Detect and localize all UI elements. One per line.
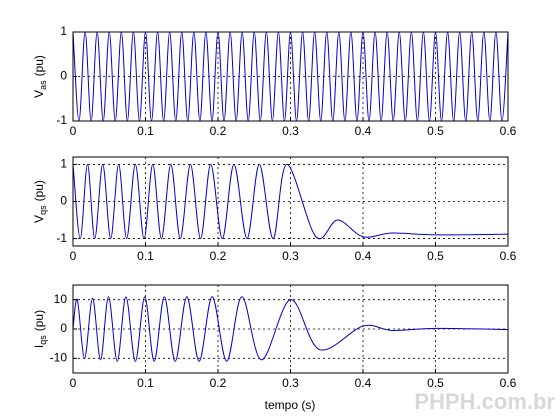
x-tick-label: 0.5 [427,124,444,138]
x-tick-label: 0.3 [282,376,299,390]
signal-line [72,296,509,362]
x-tick-label: 0.5 [427,376,444,390]
y-tick-label: -10 [50,351,68,365]
y-axis-label: Vqs (pu) [32,180,48,223]
x-tick-label: 0.4 [355,249,372,263]
x-tick-label: 0.6 [500,249,517,263]
y-label-sub: qs [38,335,48,345]
y-tick-label: -1 [56,113,67,127]
y-tick-label: 1 [60,157,67,171]
plot-border [72,156,509,247]
plot-border [72,284,509,374]
y-label-sub: as [38,80,48,90]
signal-line [72,163,509,240]
y-tick-label: 1 [60,24,67,38]
x-tick-label: 0.1 [137,376,154,390]
y-axis-label-text: Vas (pu) [32,55,48,98]
x-tick-label: 0.3 [282,124,299,138]
y-label-main: I [32,345,46,348]
y-tick-label: 0 [60,194,67,208]
y-tick-label: -1 [56,231,67,245]
y-axis-label: Vas (pu) [32,55,48,98]
x-tick-label: 0.4 [355,124,372,138]
plot-border [72,31,509,122]
x-tick-label: 0.3 [282,249,299,263]
y-tick-label: 10 [54,292,68,306]
x-axis-label: tempo (s) [265,398,316,412]
y-tick-label: 0 [60,321,67,335]
y-label-sub: qs [38,205,48,215]
x-tick-label: 0 [70,376,77,390]
x-tick-label: 0.2 [210,376,227,390]
plot-area [72,31,509,122]
y-label-main: V [32,90,46,98]
x-tick-label: 0.6 [500,124,517,138]
x-tick-label: 0.4 [355,376,372,390]
x-tick-label: 0 [70,249,77,263]
y-axis-label: Iqs (pu) [32,310,48,348]
y-axis-label-text: Vqs (pu) [32,180,48,223]
x-tick-label: 0.5 [427,249,444,263]
x-tick-label: 0.2 [210,249,227,263]
y-tick-label: 0 [60,69,67,83]
y-label-main: V [32,215,46,223]
y-label-unit: (pu) [32,55,46,76]
y-label-unit: (pu) [32,310,46,331]
x-tick-label: 0.2 [210,124,227,138]
y-label-unit: (pu) [32,180,46,201]
x-tick-label: 0.6 [500,376,517,390]
y-axis-label-text: Iqs (pu) [32,310,48,348]
watermark: PHPH.com.br [414,389,555,414]
x-tick-label: 0.1 [137,124,154,138]
x-tick-label: 0.1 [137,249,154,263]
x-tick-label: 0 [70,124,77,138]
